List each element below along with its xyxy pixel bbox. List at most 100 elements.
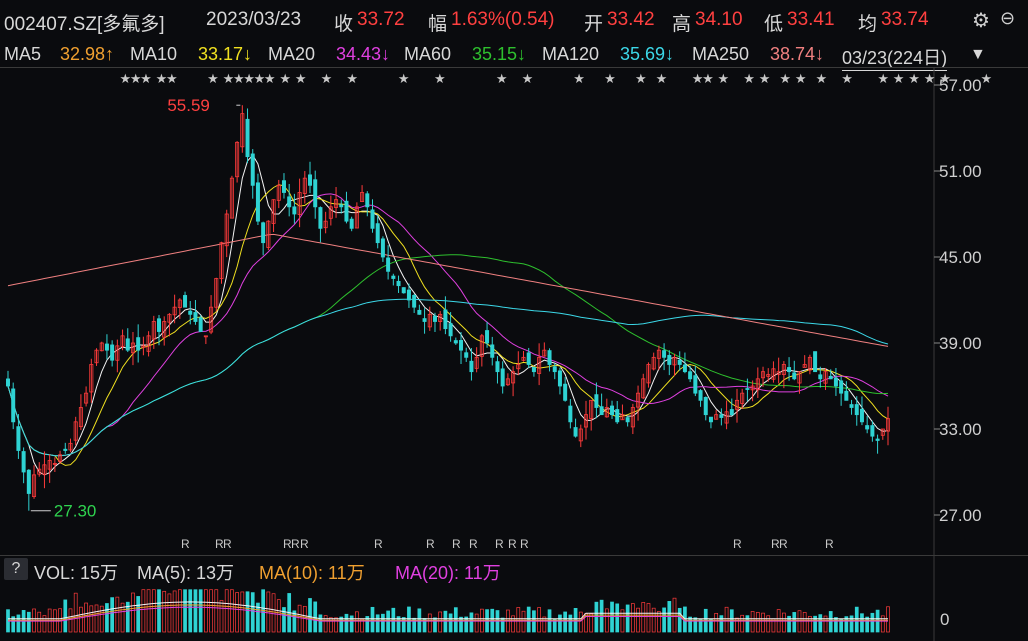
candle-body — [406, 289, 411, 301]
candle-body — [557, 370, 562, 387]
candle-body — [526, 352, 531, 365]
ma10-value: 33.17↓ — [198, 44, 253, 64]
r-marker: R — [181, 537, 190, 551]
star-marker: ★ — [130, 72, 142, 87]
candle-body — [495, 361, 500, 373]
star-marker: ★ — [140, 72, 152, 87]
candle-body — [844, 390, 849, 401]
star-marker: ★ — [815, 72, 827, 87]
candle-body — [578, 428, 583, 442]
candle-body — [42, 464, 47, 475]
volume-bar — [464, 616, 469, 633]
candle-body — [78, 407, 83, 428]
star-marker: ★ — [434, 72, 446, 87]
candle-body — [396, 280, 401, 287]
volume-bar — [662, 607, 666, 633]
candle-body — [11, 388, 16, 423]
stock-code[interactable]: 002407.SZ[多氟多] — [4, 14, 165, 35]
candle-body — [354, 206, 359, 229]
volume-bar — [469, 612, 474, 633]
low-annotation: 27.30 — [54, 502, 97, 521]
r-marker: R — [779, 537, 788, 551]
volume-bar — [219, 599, 224, 633]
candle-body — [183, 295, 188, 308]
r-marker: R — [771, 537, 780, 551]
ma120-value: 35.69↓ — [620, 44, 675, 64]
star-marker: ★ — [656, 72, 668, 87]
volume-bar — [568, 614, 573, 633]
volume-bar — [68, 608, 73, 633]
candle-body — [792, 372, 797, 380]
volume-bar — [844, 616, 849, 633]
volume-bar — [631, 603, 635, 633]
candle-body — [469, 360, 474, 373]
volume-bar — [542, 616, 547, 633]
volume-bar — [323, 615, 328, 633]
volume-bar — [141, 589, 146, 633]
candle-body — [94, 349, 99, 364]
close-value: 33.72 — [357, 9, 405, 30]
volume-bar — [271, 593, 276, 633]
volume-bar — [433, 617, 437, 633]
candle-body — [73, 421, 78, 441]
star-marker: ★ — [692, 72, 704, 87]
candle-body — [839, 380, 844, 394]
candle-body — [708, 416, 713, 423]
volume-bar — [381, 613, 385, 633]
volume-bar — [412, 617, 417, 633]
candle-body — [89, 364, 94, 393]
candle-body — [693, 375, 698, 394]
candle-body — [589, 399, 594, 419]
star-marker: ★ — [980, 72, 992, 87]
volume-bar — [427, 613, 432, 633]
candle-body — [292, 206, 297, 215]
volume-bar — [740, 614, 745, 633]
star-marker: ★ — [321, 72, 333, 87]
candle-body — [688, 371, 693, 380]
high-annotation: 55.59 — [167, 96, 210, 115]
volume-bar — [870, 612, 875, 633]
volume-bar — [641, 602, 646, 633]
volume-bar — [865, 616, 870, 633]
ma5-line — [7, 154, 889, 476]
star-marker: ★ — [264, 72, 276, 87]
star-marker: ★ — [120, 72, 132, 87]
range-label[interactable]: 03/23(224日) — [842, 44, 948, 71]
r-marker: R — [426, 537, 435, 551]
dropdown-icon[interactable]: ▼ — [970, 46, 986, 63]
ma5-label: MA5 — [4, 44, 42, 64]
help-icon[interactable]: ? — [4, 558, 28, 580]
r-marker: R — [300, 537, 309, 551]
volume-bar — [849, 615, 854, 633]
candle-body — [297, 192, 302, 215]
candle-body — [448, 323, 453, 337]
star-marker: ★ — [254, 72, 266, 87]
volume-bar — [339, 616, 344, 633]
volume-bar — [755, 612, 760, 633]
candle-body — [349, 218, 354, 229]
candle-body — [505, 378, 510, 386]
candle-body — [198, 317, 203, 332]
candle-body — [880, 428, 885, 436]
change-value: 1.63%(0.54) — [451, 9, 555, 30]
candle-body — [547, 350, 552, 365]
candle-body — [682, 364, 687, 373]
volume-bar — [89, 605, 94, 633]
candle-body — [651, 356, 656, 370]
volume-bar — [79, 606, 83, 633]
y-tick-label: 51.00 — [939, 162, 982, 181]
candle-body — [151, 321, 156, 340]
volume-bar — [677, 607, 682, 633]
gear-icon[interactable]: ⚙ — [972, 10, 990, 32]
volume-bar — [183, 589, 187, 633]
avg-label: 均 — [858, 14, 878, 35]
minus-icon[interactable]: ⊖ — [1000, 8, 1016, 28]
candle-body — [245, 118, 250, 158]
r-marker: R — [469, 537, 478, 551]
candle-body — [427, 313, 432, 328]
volume-bar — [84, 602, 88, 633]
volume-bar — [750, 611, 755, 633]
vol-ma5-line — [8, 601, 888, 620]
volume-bar — [761, 612, 765, 633]
